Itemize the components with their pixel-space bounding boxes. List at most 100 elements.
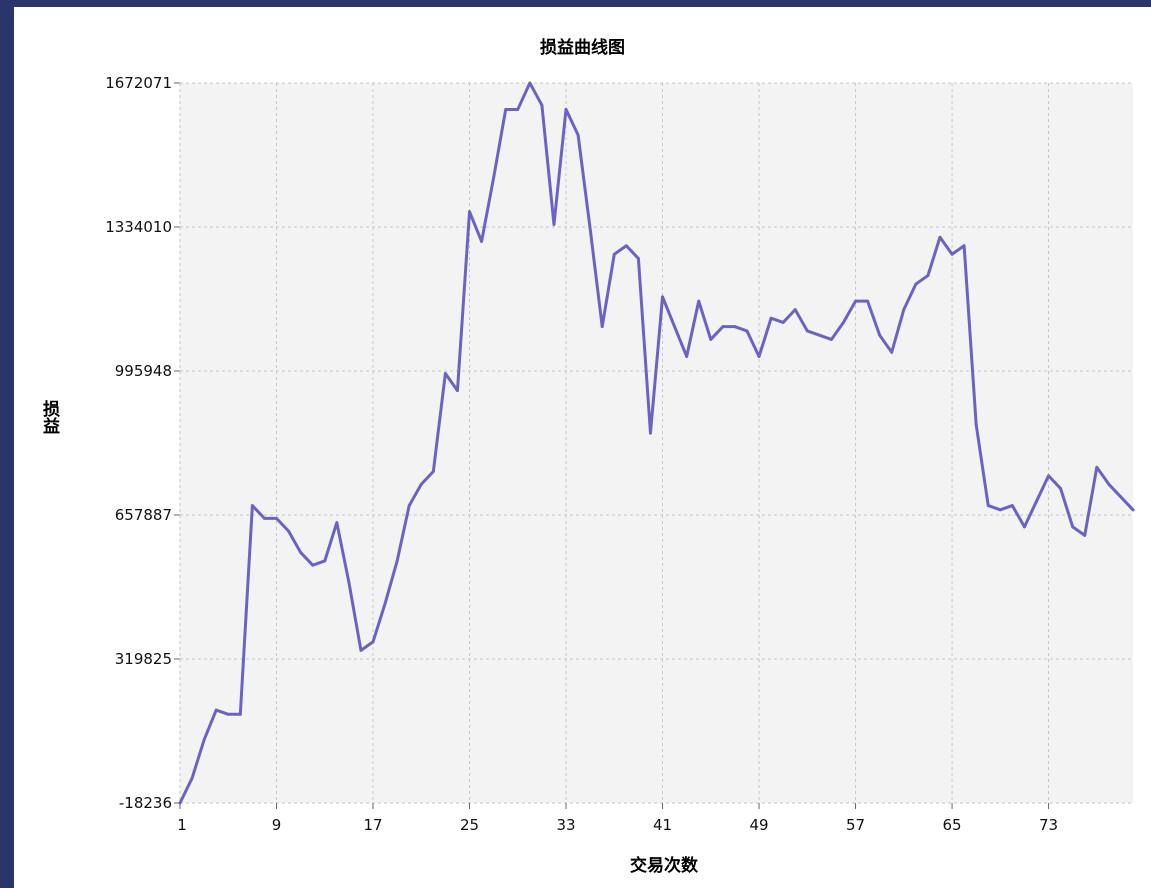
data-point xyxy=(214,708,218,712)
data-point xyxy=(600,325,604,329)
data-point xyxy=(1023,525,1026,529)
data-point xyxy=(1083,533,1087,537)
pnl-series-line xyxy=(178,81,1135,805)
y-tick-label: 319825 xyxy=(115,650,172,668)
data-point xyxy=(661,295,664,299)
y-tick-label: -18236 xyxy=(119,794,172,812)
data-point xyxy=(371,640,375,644)
x-tick-label: 1 xyxy=(177,816,187,834)
data-point xyxy=(854,299,857,303)
data-point xyxy=(311,563,315,567)
data-point xyxy=(962,244,966,248)
data-point xyxy=(769,316,773,320)
data-point xyxy=(1035,499,1038,503)
data-point xyxy=(383,602,387,605)
data-point xyxy=(564,108,568,111)
data-point xyxy=(190,776,194,780)
data-point xyxy=(914,282,918,286)
chart-title: 损益曲线图 xyxy=(540,38,625,58)
data-point xyxy=(504,108,508,111)
x-axis-title: 交易次数 xyxy=(630,856,698,876)
data-point xyxy=(588,227,592,231)
x-tick-label: 33 xyxy=(556,816,575,834)
data-point xyxy=(178,801,182,805)
data-point xyxy=(347,580,351,584)
data-point xyxy=(842,321,845,324)
data-point xyxy=(468,210,471,214)
data-point xyxy=(974,423,978,427)
data-point xyxy=(335,521,339,525)
data-point xyxy=(226,712,230,716)
data-point xyxy=(950,252,954,256)
data-point xyxy=(250,504,254,507)
data-point xyxy=(866,299,870,303)
data-point xyxy=(480,240,483,243)
data-point xyxy=(1071,525,1075,529)
data-point xyxy=(323,559,327,563)
data-point xyxy=(1059,487,1063,490)
y-axis-title: 损益 xyxy=(39,400,59,434)
data-point xyxy=(612,252,616,256)
data-point xyxy=(793,308,797,312)
data-point xyxy=(878,333,882,337)
data-point xyxy=(456,389,459,392)
data-point xyxy=(275,516,278,520)
data-point xyxy=(938,235,942,239)
data-point xyxy=(238,712,242,716)
plot-area xyxy=(180,83,1133,803)
data-point xyxy=(733,325,737,329)
x-tick-label: 41 xyxy=(653,816,672,834)
data-point xyxy=(1047,474,1050,478)
y-tick-label: 995948 xyxy=(115,362,172,380)
data-point xyxy=(516,108,520,111)
x-tick-label: 49 xyxy=(749,816,768,834)
data-point xyxy=(637,257,640,260)
data-point xyxy=(781,321,785,324)
data-point xyxy=(986,504,990,507)
x-tick-label: 17 xyxy=(363,816,382,834)
data-point xyxy=(649,431,652,435)
data-point xyxy=(443,372,447,375)
data-point xyxy=(552,223,556,226)
data-point xyxy=(805,329,809,333)
data-point xyxy=(395,559,399,563)
data-point xyxy=(1107,482,1111,486)
data-point xyxy=(757,355,761,358)
data-point xyxy=(830,338,833,341)
x-tick-label: 65 xyxy=(943,816,962,834)
y-tick-label: 1334010 xyxy=(105,218,172,236)
data-point xyxy=(1095,465,1099,469)
data-point xyxy=(926,274,930,277)
data-point xyxy=(576,133,580,137)
data-point xyxy=(287,529,290,533)
data-point xyxy=(1131,508,1135,512)
data-point xyxy=(1010,504,1014,507)
data-point xyxy=(431,470,435,473)
data-point xyxy=(624,244,628,248)
x-tick-label: 25 xyxy=(460,816,479,834)
y-tick-labels: -18236 319825 657887 995948 1334010 1672071 xyxy=(105,74,172,812)
data-point xyxy=(407,504,411,507)
grid-lines xyxy=(174,82,1133,809)
y-tick-label: 1672071 xyxy=(105,74,172,92)
x-tick-label: 9 xyxy=(272,816,282,834)
data-point xyxy=(492,176,496,179)
x-tick-label: 57 xyxy=(846,816,865,834)
data-point xyxy=(709,338,713,341)
data-point xyxy=(685,355,689,358)
y-tick-label: 657887 xyxy=(115,506,172,524)
data-point xyxy=(419,482,423,486)
data-point xyxy=(673,325,676,329)
x-tick-label: 73 xyxy=(1039,816,1058,834)
data-point xyxy=(721,325,725,329)
data-point xyxy=(902,308,906,312)
data-point xyxy=(745,329,749,333)
data-point xyxy=(890,350,894,354)
data-point xyxy=(1119,495,1123,499)
series-layer xyxy=(178,81,1135,805)
data-point xyxy=(263,516,266,520)
data-point xyxy=(998,508,1002,512)
data-point xyxy=(359,649,363,652)
x-tick-labels: 1 9 17 25 33 41 49 57 65 73 xyxy=(177,816,1058,834)
